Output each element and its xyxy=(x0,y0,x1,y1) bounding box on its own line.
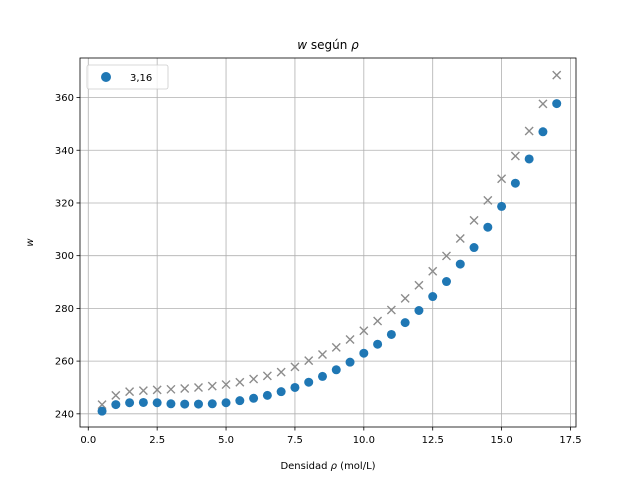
data-point-x-marker xyxy=(125,387,135,397)
data-point-x-marker xyxy=(249,374,259,384)
x-tick-label: 15.0 xyxy=(490,435,512,446)
data-point-circle xyxy=(414,306,424,316)
data-point-x-marker xyxy=(207,381,217,391)
y-tick-label: 280 xyxy=(55,304,74,315)
data-point-x-marker xyxy=(497,174,507,184)
data-point-circle xyxy=(152,398,162,408)
data-point-x-marker xyxy=(166,384,176,394)
data-point-x-marker xyxy=(317,350,327,360)
data-point-x-marker xyxy=(510,151,520,161)
data-point-circle xyxy=(166,399,176,409)
data-point-circle xyxy=(111,400,121,410)
grid-lines xyxy=(80,58,576,427)
data-point-circle xyxy=(359,348,369,358)
legend-label-series-1: 3,16 xyxy=(130,73,152,84)
y-tick-label: 340 xyxy=(55,146,74,157)
legend-marker-series-1 xyxy=(101,72,111,82)
data-point-circle xyxy=(207,399,217,409)
data-point-circle xyxy=(386,329,396,339)
data-point-circle xyxy=(524,154,534,164)
data-point-circle xyxy=(304,377,314,387)
data-point-circle xyxy=(138,397,148,407)
y-axis: 240 260 280 300 320 340 360 xyxy=(55,93,80,420)
data-point-circle xyxy=(483,222,493,232)
x-axis-label: Densidad ρ (mol/L) xyxy=(280,461,375,472)
y-axis-label: w xyxy=(25,238,36,247)
data-point-x-marker xyxy=(414,280,424,290)
data-point-x-marker xyxy=(483,195,493,205)
data-point-x-marker xyxy=(262,371,272,381)
data-point-x-marker xyxy=(138,386,148,396)
data-point-circle xyxy=(552,99,562,109)
data-point-circle xyxy=(317,371,327,381)
data-point-x-marker xyxy=(373,316,383,326)
data-point-circle xyxy=(221,398,231,408)
x-tick-label: 12.5 xyxy=(422,435,444,446)
data-point-x-marker xyxy=(428,266,438,276)
data-point-circle xyxy=(441,277,451,287)
data-point-circle xyxy=(249,393,259,403)
data-point-x-marker xyxy=(331,342,341,352)
data-point-x-marker xyxy=(97,400,107,410)
data-point-x-marker xyxy=(235,377,245,387)
y-tick-label: 320 xyxy=(55,198,74,209)
data-point-circle xyxy=(331,365,341,375)
plot-frame xyxy=(79,57,577,428)
x-tick-label: 5.0 xyxy=(218,435,234,446)
data-point-circle xyxy=(276,387,286,397)
x-tick-label: 7.5 xyxy=(287,435,303,446)
data-point-circle xyxy=(510,178,520,188)
series-1 xyxy=(97,99,562,416)
data-point-circle xyxy=(262,390,272,400)
data-point-x-marker xyxy=(538,99,548,109)
data-point-x-marker xyxy=(152,385,162,395)
x-tick-label: 2.5 xyxy=(149,435,165,446)
legend-box xyxy=(86,64,169,90)
data-point-x-marker xyxy=(276,367,286,377)
data-point-x-marker xyxy=(359,326,369,336)
x-tick-label: 10.0 xyxy=(353,435,375,446)
data-point-x-marker xyxy=(304,356,314,366)
data-point-circle xyxy=(400,318,410,328)
data-point-x-marker xyxy=(400,293,410,303)
y-tick-label: 300 xyxy=(55,251,74,262)
chart-title: w según ρ xyxy=(297,38,359,52)
data-point-x-marker xyxy=(524,126,534,136)
series-2 xyxy=(97,70,562,410)
data-point-circle xyxy=(455,259,465,269)
series-layer xyxy=(97,70,562,416)
y-tick-label: 360 xyxy=(55,93,74,104)
data-point-circle xyxy=(497,201,507,211)
data-point-circle xyxy=(235,396,245,406)
data-point-x-marker xyxy=(441,251,451,261)
x-tick-label: 17.5 xyxy=(559,435,581,446)
legend: 3,16 xyxy=(86,64,169,90)
data-point-circle xyxy=(290,382,300,392)
data-point-x-marker xyxy=(552,70,562,80)
data-point-x-marker xyxy=(469,215,479,225)
data-point-circle xyxy=(97,406,107,416)
data-point-circle xyxy=(345,357,355,367)
data-point-x-marker xyxy=(345,334,355,344)
data-point-circle xyxy=(373,339,383,349)
data-point-circle xyxy=(538,127,548,137)
data-point-circle xyxy=(193,399,203,409)
data-point-x-marker xyxy=(386,305,396,315)
y-tick-label: 260 xyxy=(55,357,74,368)
data-point-x-marker xyxy=(180,384,190,394)
x-tick-label: 0.0 xyxy=(80,435,96,446)
data-point-x-marker xyxy=(455,234,465,244)
y-tick-label: 240 xyxy=(55,409,74,420)
data-point-circle xyxy=(469,243,479,253)
data-point-circle xyxy=(428,292,438,302)
data-point-circle xyxy=(125,398,135,408)
x-axis: 0.0 2.5 5.0 7.5 10.0 12.5 15.0 17.5 xyxy=(80,427,582,446)
data-point-circle xyxy=(180,399,190,409)
data-point-x-marker xyxy=(221,380,231,390)
data-point-x-marker xyxy=(193,382,203,392)
data-point-x-marker xyxy=(290,362,300,372)
data-point-x-marker xyxy=(111,390,121,400)
